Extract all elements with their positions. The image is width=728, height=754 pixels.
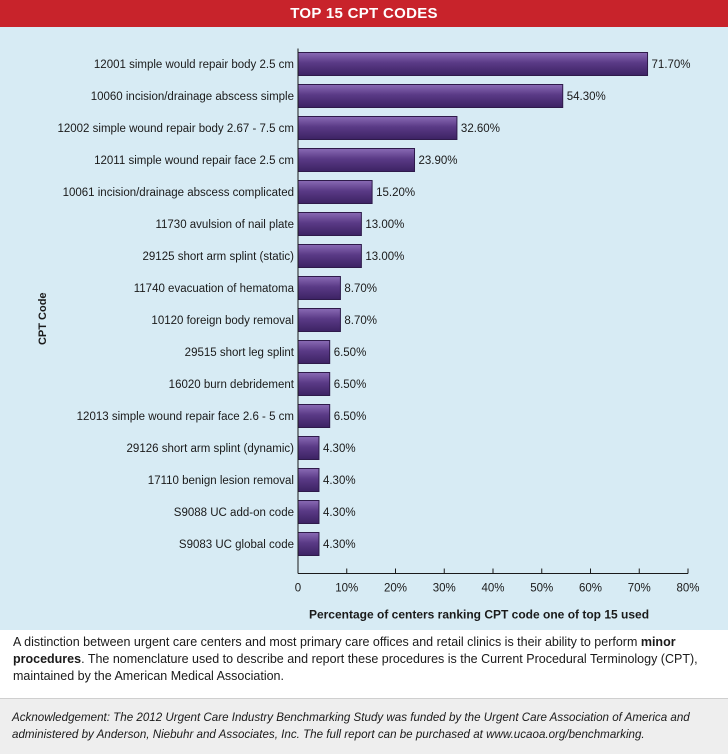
caption-bold-term: minor procedures <box>13 635 676 666</box>
category-label: 10060 incision/drainage abscess simple <box>91 91 294 103</box>
category-label: 12002 simple wound repair body 2.67 - 7.… <box>57 123 294 135</box>
bar <box>297 180 373 204</box>
chart-title-banner: TOP 15 CPT CODES <box>0 0 728 27</box>
category-label: 11740 evacuation of hematoma <box>134 283 295 295</box>
category-label: 11730 avulsion of nail plate <box>155 219 294 231</box>
category-label: 12011 simple wound repair face 2.5 cm <box>94 155 294 167</box>
category-label: 29126 short arm splint (dynamic) <box>127 443 295 455</box>
bar <box>297 276 341 300</box>
category-label: 10120 foreign body removal <box>151 315 294 327</box>
value-label: 15.20% <box>376 187 415 199</box>
x-tick-label: 0 <box>295 583 301 595</box>
value-label: 54.30% <box>567 91 606 103</box>
x-tick-label: 60% <box>579 583 602 595</box>
value-label: 6.50% <box>334 379 367 391</box>
category-label: S9083 UC global code <box>179 539 294 551</box>
x-tick-label: 50% <box>530 583 553 595</box>
caption-text-before: A distinction between urgent care center… <box>13 635 641 649</box>
category-label: 29125 short arm splint (static) <box>143 251 295 263</box>
value-label: 6.50% <box>334 411 367 423</box>
category-label: 10061 incision/drainage abscess complica… <box>63 187 294 199</box>
x-tick-label: 20% <box>384 583 407 595</box>
category-label: S9088 UC add-on code <box>174 507 294 519</box>
y-axis-label: CPT Code <box>37 292 49 345</box>
value-label: 6.50% <box>334 347 367 359</box>
value-label: 32.60% <box>461 123 500 135</box>
value-label: 4.30% <box>323 507 356 519</box>
x-tick-label: 10% <box>335 583 358 595</box>
caption-paragraph: A distinction between urgent care center… <box>13 634 716 685</box>
x-tick-label: 80% <box>676 583 699 595</box>
value-label: 4.30% <box>323 475 356 487</box>
category-label: 29515 short leg splint <box>185 347 295 359</box>
value-label: 4.30% <box>323 539 356 551</box>
x-axis-label: Percentage of centers ranking CPT code o… <box>309 608 649 622</box>
bar <box>297 532 320 556</box>
value-label: 71.70% <box>652 59 691 71</box>
bar <box>297 340 331 364</box>
category-label: 16020 burn debridement <box>169 379 295 391</box>
category-label: 17110 benign lesion removal <box>148 475 294 487</box>
bar <box>297 308 341 332</box>
value-label: 8.70% <box>344 283 377 295</box>
value-label: 23.90% <box>419 155 458 167</box>
bar <box>297 244 362 268</box>
acknowledgement-box: Acknowledgement: The 2012 Urgent Care In… <box>0 698 728 754</box>
acknowledgement-text: Acknowledgement: The 2012 Urgent Care In… <box>12 711 690 741</box>
bar <box>297 468 320 492</box>
value-label: 13.00% <box>365 219 404 231</box>
x-tick-label: 40% <box>481 583 504 595</box>
bar <box>297 404 331 428</box>
bar <box>297 148 416 172</box>
value-label: 8.70% <box>344 315 377 327</box>
bar <box>297 84 564 108</box>
category-label: 12001 simple would repair body 2.5 cm <box>94 59 294 71</box>
value-label: 4.30% <box>323 443 356 455</box>
bar <box>297 52 649 76</box>
bar-chart: CPT Code 12001 simple would repair body 2… <box>37 48 700 622</box>
x-tick-label: 30% <box>433 583 456 595</box>
bar <box>297 116 458 140</box>
bar <box>297 372 331 396</box>
caption-text-after: . The nomenclature used to describe and … <box>13 652 698 683</box>
bar <box>297 212 362 236</box>
value-label: 13.00% <box>365 251 404 263</box>
x-tick-label: 70% <box>628 583 651 595</box>
bar <box>297 500 320 524</box>
bar <box>297 436 320 460</box>
category-label: 12013 simple wound repair face 2.6 - 5 c… <box>77 411 294 423</box>
